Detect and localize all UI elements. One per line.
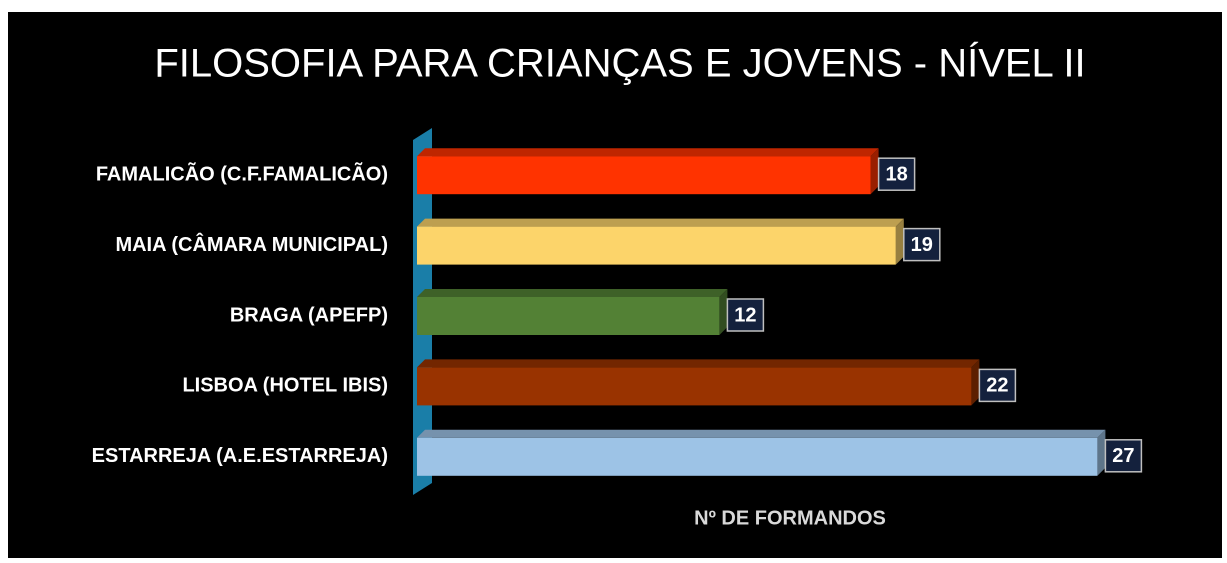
data-label-box (978, 368, 1017, 403)
data-label-box (877, 157, 916, 191)
data-label-box (1104, 439, 1143, 473)
bar-top (417, 289, 728, 297)
bar-side (971, 359, 980, 406)
data-label: 12 (734, 304, 756, 326)
chart-title: FILOSOFIA PARA CRIANÇAS E JOVENS - NÍVEL… (154, 41, 1085, 86)
bar (417, 367, 972, 406)
bar-side (719, 289, 728, 335)
bar-side (870, 148, 879, 195)
bar (417, 156, 871, 195)
y-tick-label: FAMALICÃO (C.F.FAMALICÃO) (96, 162, 388, 185)
data-label-box (726, 298, 765, 332)
data-label: 19 (911, 234, 933, 256)
bar-side (895, 218, 904, 265)
bar (417, 437, 1098, 476)
chart-background (8, 12, 1222, 558)
data-label: 27 (1112, 445, 1134, 467)
data-label-box (903, 227, 941, 262)
x-axis-label: Nº DE FORMANDOS (694, 507, 886, 529)
y-tick-label: MAIA (CÂMARA MUNICIPAL) (115, 232, 388, 256)
bar (417, 226, 896, 265)
bar (417, 297, 720, 335)
bar-top (417, 429, 1106, 438)
data-label: 18 (885, 163, 907, 185)
y-tick-label: BRAGA (APEFP) (230, 304, 388, 326)
y-tick-label: LISBOA (HOTEL IBIS) (182, 375, 388, 397)
bar-top (417, 218, 904, 227)
data-label: 22 (986, 375, 1008, 397)
bar-top (417, 359, 980, 368)
bar-top (417, 148, 879, 157)
bar-side (1097, 429, 1106, 476)
y-tick-label: ESTARREJA (A.E.ESTARREJA) (92, 445, 388, 467)
